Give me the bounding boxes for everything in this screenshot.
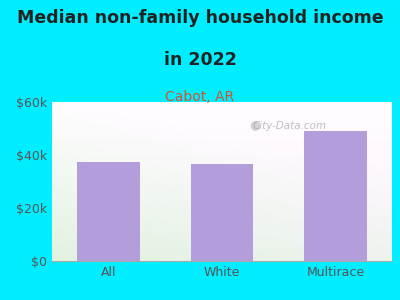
Text: in 2022: in 2022 xyxy=(164,51,236,69)
Bar xyxy=(304,131,366,261)
Text: ●: ● xyxy=(249,118,260,132)
Text: Cabot, AR: Cabot, AR xyxy=(166,90,234,104)
Text: Median non-family household income: Median non-family household income xyxy=(17,9,383,27)
Text: City-Data.com: City-Data.com xyxy=(253,121,327,131)
Bar xyxy=(78,162,140,261)
Bar xyxy=(191,164,253,261)
